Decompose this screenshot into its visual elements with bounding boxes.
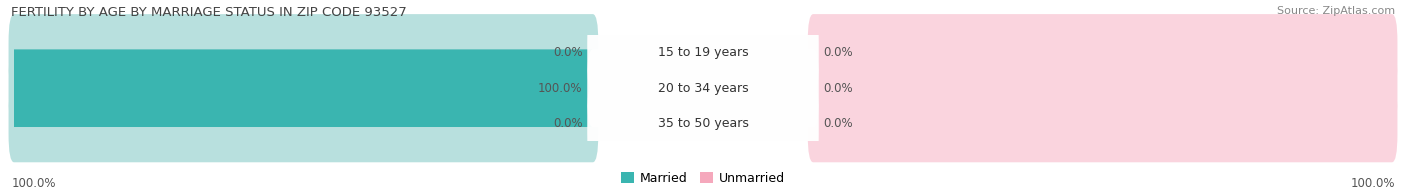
Text: 20 to 34 years: 20 to 34 years (658, 82, 748, 95)
FancyBboxPatch shape (807, 49, 1398, 127)
Text: 0.0%: 0.0% (824, 82, 853, 95)
Legend: Married, Unmarried: Married, Unmarried (616, 167, 790, 190)
Text: 0.0%: 0.0% (824, 46, 853, 59)
Bar (14, 71, 1392, 106)
FancyBboxPatch shape (8, 49, 599, 127)
Text: 35 to 50 years: 35 to 50 years (658, 117, 748, 130)
FancyBboxPatch shape (807, 14, 1398, 92)
FancyBboxPatch shape (588, 85, 818, 162)
FancyBboxPatch shape (588, 49, 818, 127)
Text: 0.0%: 0.0% (824, 117, 853, 130)
Text: 100.0%: 100.0% (538, 82, 582, 95)
FancyBboxPatch shape (8, 49, 599, 127)
Text: 100.0%: 100.0% (1350, 177, 1395, 190)
Text: 0.0%: 0.0% (553, 46, 582, 59)
Text: 15 to 19 years: 15 to 19 years (658, 46, 748, 59)
Text: 100.0%: 100.0% (11, 177, 56, 190)
Text: FERTILITY BY AGE BY MARRIAGE STATUS IN ZIP CODE 93527: FERTILITY BY AGE BY MARRIAGE STATUS IN Z… (11, 6, 406, 19)
Bar (14, 106, 1392, 141)
Text: Source: ZipAtlas.com: Source: ZipAtlas.com (1277, 6, 1395, 16)
FancyBboxPatch shape (8, 85, 599, 162)
FancyBboxPatch shape (807, 85, 1398, 162)
Bar (14, 35, 1392, 71)
FancyBboxPatch shape (588, 14, 818, 92)
Text: 0.0%: 0.0% (553, 117, 582, 130)
FancyBboxPatch shape (8, 14, 599, 92)
